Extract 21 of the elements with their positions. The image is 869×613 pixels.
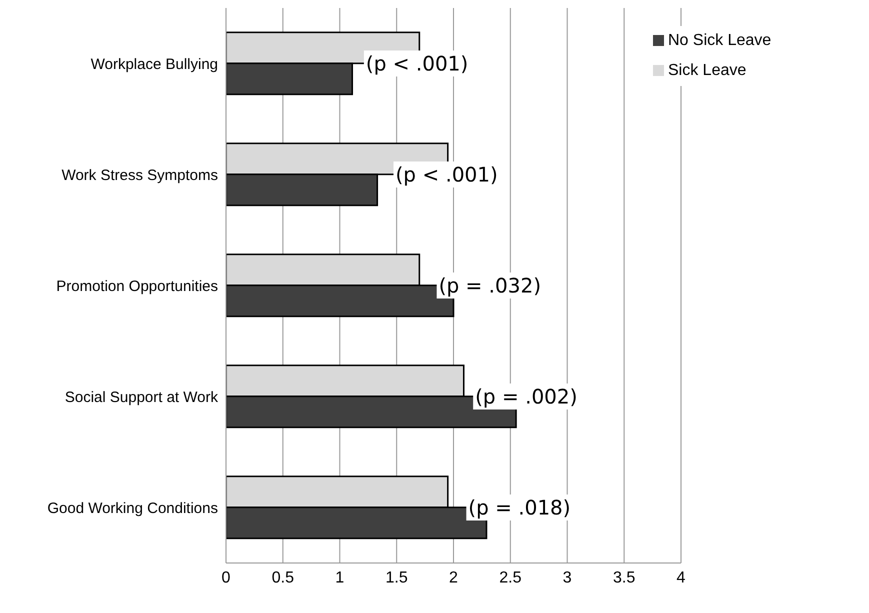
y-tick-label: Work Stress Symptoms (62, 166, 218, 184)
annotation: (p < .001) (366, 52, 468, 76)
annotation: (p < .001) (395, 162, 498, 186)
annotation: (p = .032) (438, 274, 542, 298)
x-tick-label: 3.5 (613, 569, 636, 586)
x-tick-label: 1.5 (386, 569, 408, 586)
y-tick-label: Promotion Opportunities (56, 278, 218, 295)
x-tick-label: 0 (222, 569, 231, 586)
legend-label: No Sick Leave (668, 32, 772, 49)
annotation: (p = .002) (475, 384, 578, 408)
y-tick-label: Good Working Conditions (47, 500, 218, 517)
y-tick-label: Social Support at Work (64, 388, 218, 406)
legend-label: Sick Leave (668, 62, 746, 79)
x-tick-label: 1 (335, 569, 344, 586)
x-tick-label: 4 (676, 569, 686, 586)
y-tick-label: Workplace Bullying (90, 56, 218, 73)
x-tick-label: 3 (562, 569, 572, 586)
annotation: (p = .018) (468, 496, 571, 520)
x-tick-label: 2.5 (499, 569, 522, 586)
x-tick-label: 0.5 (272, 569, 294, 586)
x-tick-label: 2 (449, 569, 458, 586)
